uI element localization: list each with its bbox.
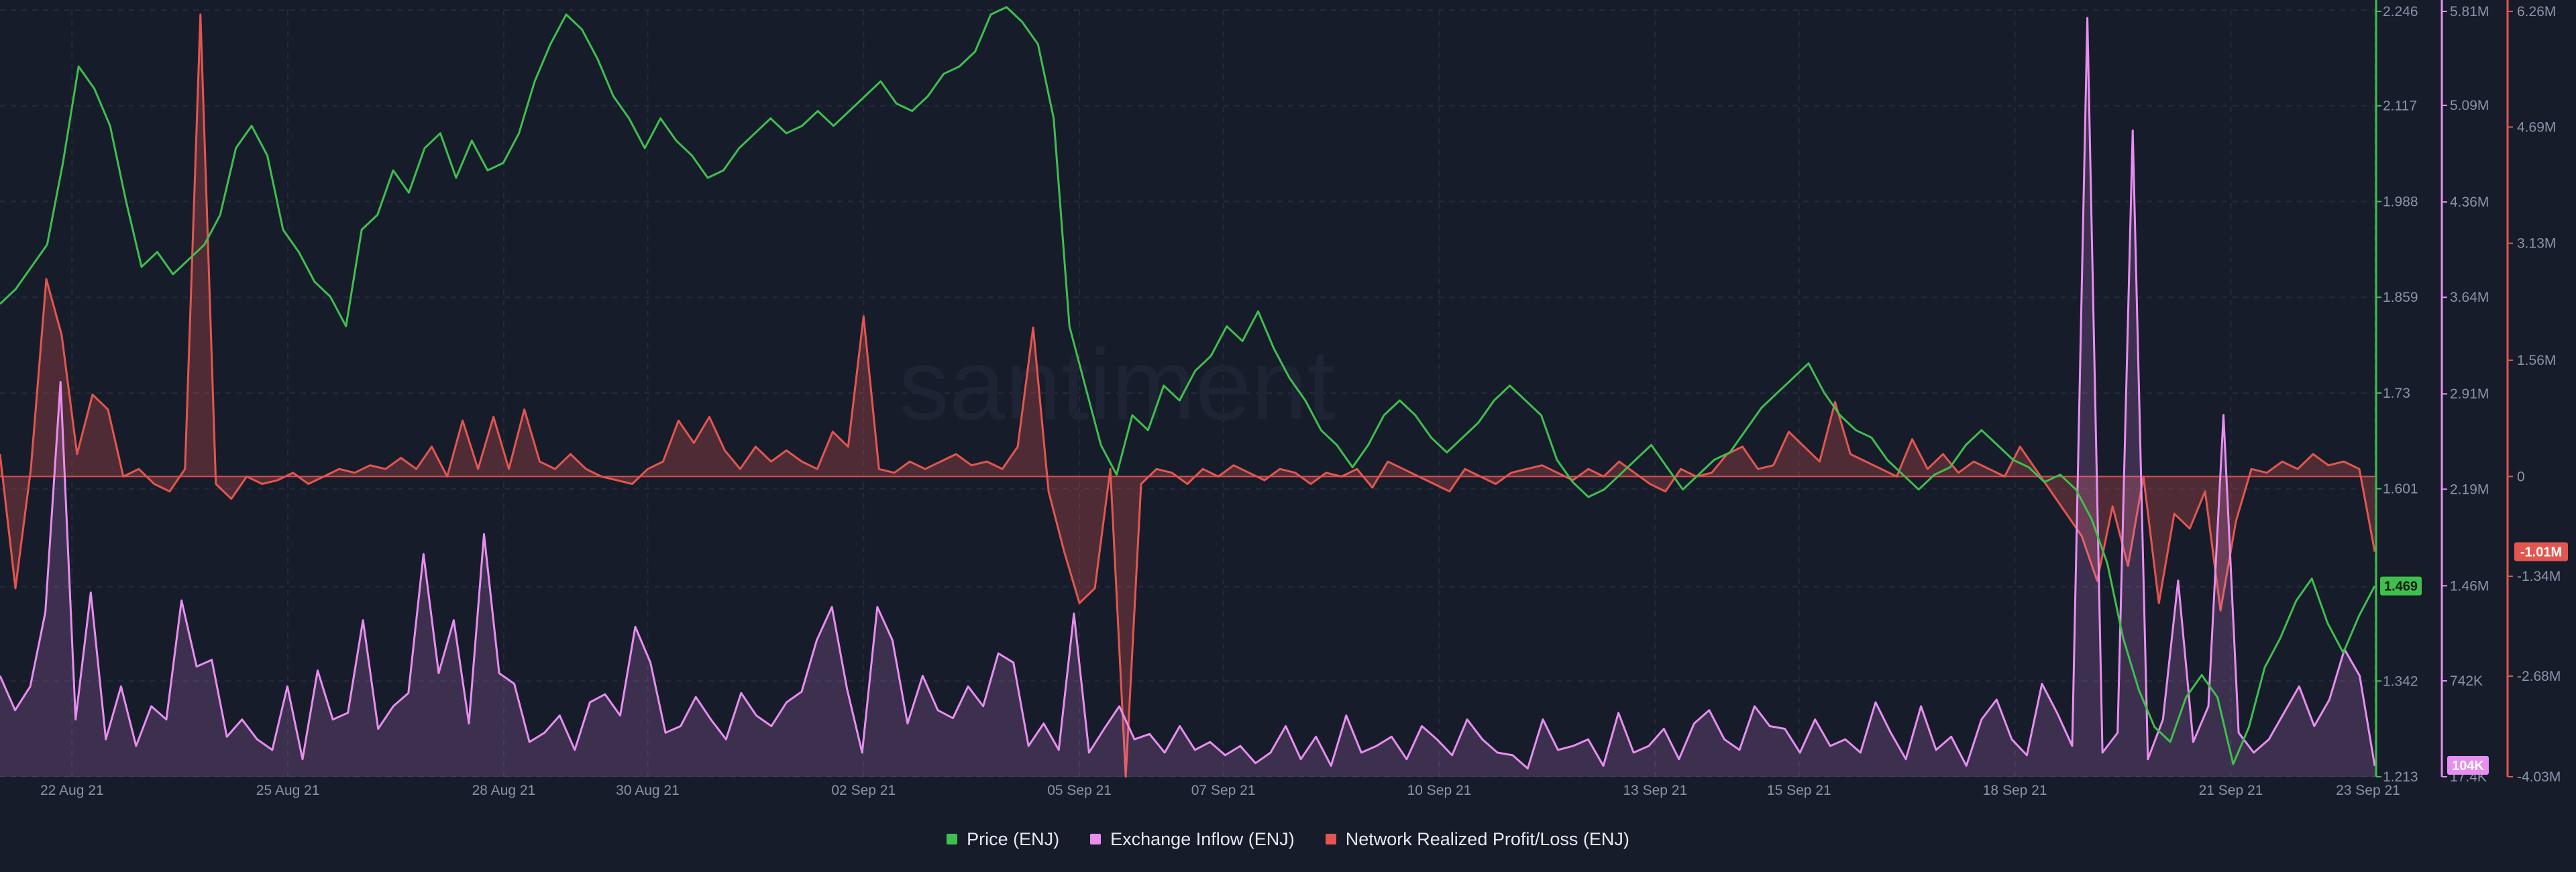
legend-swatch-price: [947, 834, 958, 844]
x-tick-label: 25 Aug 21: [256, 783, 320, 798]
x-tick-label: 21 Sep 21: [2199, 783, 2263, 798]
x-tick-label: 30 Aug 21: [616, 783, 680, 798]
price-axis-tick-label: 1.73: [2383, 386, 2410, 401]
series-layer: [0, 6, 2376, 778]
pnl-axis-tick-label: 6.26M: [2517, 4, 2556, 19]
price-axis-tick-label: 1.859: [2383, 290, 2418, 305]
pnl-current-badge: [2514, 542, 2568, 561]
inflow-current-value: 104K: [2452, 759, 2484, 773]
pnl-axis-tick-label: -4.03M: [2517, 769, 2561, 785]
legend-swatch-network-pnl: [1325, 834, 1336, 844]
series-line-price-enj: [0, 6, 2376, 765]
x-tick-label: 23 Sep 21: [2336, 783, 2400, 798]
gridlines: [0, 9, 2375, 777]
price-axis-tick-label: 2.117: [2383, 99, 2417, 114]
price-axis-tick-label: 2.246: [2383, 4, 2418, 19]
pnl-axis-tick-label: -2.68M: [2517, 669, 2561, 684]
pnl-axis-tick-label: 1.56M: [2517, 353, 2556, 368]
inflow-axis-tick-label: 742K: [2450, 673, 2483, 689]
inflow-axis-tick-label: 5.81M: [2450, 4, 2489, 19]
pnl-axis-tick-label: -1.34M: [2517, 569, 2561, 584]
x-tick-label: 18 Sep 21: [1983, 783, 2047, 798]
pnl-current-value: -1.01M: [2520, 545, 2562, 560]
x-tick-label: 15 Sep 21: [1767, 783, 1831, 798]
price-axis-tick-label: 1.342: [2383, 673, 2418, 689]
price-current-value: 1.469: [2384, 580, 2418, 594]
legend-label-exchange-inflow: Exchange Inflow (ENJ): [1110, 828, 1295, 849]
x-tick-label: 07 Sep 21: [1191, 783, 1256, 798]
legend-swatch-exchange-inflow: [1090, 834, 1102, 844]
inflow-axis: 5.81M 5.09M 4.36M 3.64M 2.91M 2.19M 1.46M 742K 1…: [2440, 0, 2489, 785]
inflow-axis-tick-label: 3.64M: [2450, 290, 2489, 305]
legend-label-network-pnl: Network Realized Profit/Loss (ENJ): [1345, 828, 1629, 849]
x-tick-label: 02 Sep 21: [831, 783, 896, 798]
series-line-network-realized-profit-loss-enj: [0, 13, 2376, 778]
inflow-axis-tick-label: 2.91M: [2450, 386, 2489, 402]
legend-label-price: Price (ENJ): [967, 828, 1060, 849]
inflow-current-badge: [2447, 756, 2489, 775]
legend-item-network-pnl[interactable]: Network Realized Profit/Loss (ENJ): [1325, 828, 1629, 850]
pnl-axis-tick-label: 0: [2517, 469, 2525, 484]
price-axis: 2.246 2.117 1.988 1.859 1.73 1.601 1.342 1.213 1…: [2375, 0, 2422, 785]
legend: Price (ENJ) Exchange Inflow (ENJ) Networ…: [0, 822, 2576, 856]
x-tick-label: 28 Aug 21: [472, 783, 536, 798]
pnl-axis-tick-label: 4.69M: [2517, 119, 2556, 135]
price-axis-tick-label: 1.213: [2383, 769, 2418, 785]
pnl-axis-tick-label: 3.13M: [2517, 236, 2556, 252]
inflow-axis-tick-label: 5.09M: [2450, 98, 2489, 113]
pnl-axis: 6.26M 4.69M 3.13M 1.56M 0 -1.34M -2.68M -4.03M -…: [2506, 0, 2568, 785]
price-axis-tick-label: 1.988: [2383, 194, 2418, 209]
series-area-exchange-inflow-enj: [0, 17, 2375, 777]
x-tick-label: 05 Sep 21: [1047, 783, 1112, 798]
inflow-axis-tick-label: 1.46M: [2450, 578, 2489, 594]
x-tick-label: 22 Aug 21: [40, 783, 104, 798]
price-current-badge: [2380, 576, 2422, 596]
legend-item-price[interactable]: Price (ENJ): [947, 829, 1059, 850]
price-axis-tick-label: 1.601: [2383, 482, 2418, 497]
watermark: santiment: [899, 328, 1335, 441]
legend-item-exchange-inflow[interactable]: Exchange Inflow (ENJ): [1090, 829, 1295, 850]
x-tick-label: 10 Sep 21: [1407, 783, 1472, 798]
inflow-axis-tick-label: 2.19M: [2450, 482, 2489, 497]
inflow-axis-tick-label: 4.36M: [2450, 195, 2489, 210]
x-axis: 22 Aug 21 25 Aug 21 28 Aug 21 30 Aug 21 02 S…: [40, 783, 2400, 798]
x-tick-label: 13 Sep 21: [1623, 783, 1687, 798]
series-line-exchange-inflow-enj: [0, 17, 2376, 770]
